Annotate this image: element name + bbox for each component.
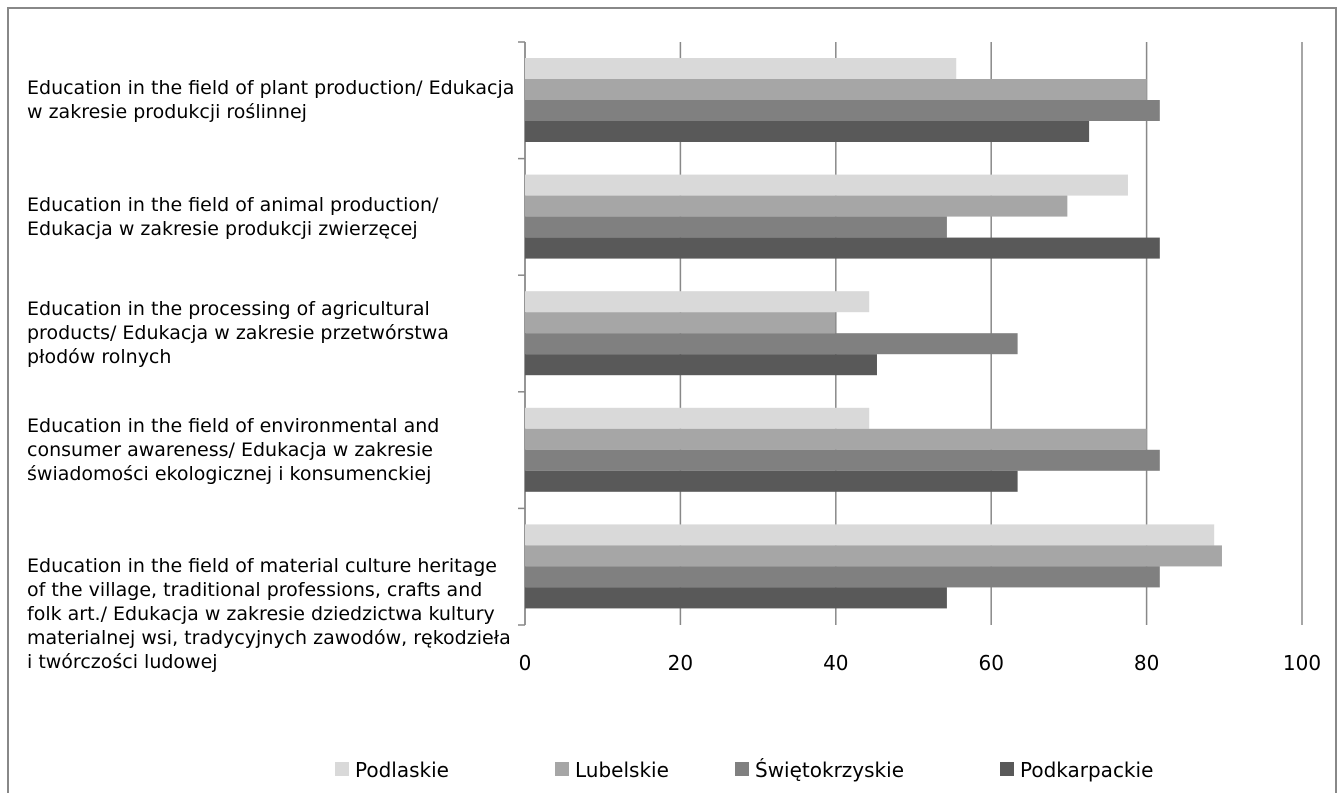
- category-label: Education in the field of animal product…: [27, 193, 439, 240]
- x-tick-label: 20: [668, 651, 693, 675]
- category-label: Education in the processing of agricultu…: [27, 298, 449, 369]
- category-label: Education in the field of environmental …: [27, 415, 440, 486]
- bar: [525, 428, 1147, 450]
- category-label: Education in the field of plant producti…: [27, 77, 515, 124]
- bar: [525, 79, 1147, 100]
- bar: [525, 333, 1018, 355]
- bar: [525, 100, 1160, 121]
- bar: [525, 312, 836, 334]
- x-tick-label: 80: [1134, 651, 1159, 675]
- frame: [7, 7, 1337, 793]
- bar: [525, 587, 947, 609]
- x-tick-label: 100: [1283, 651, 1321, 675]
- bar: [525, 237, 1160, 259]
- bar: [525, 195, 1068, 217]
- bar: [525, 545, 1222, 567]
- legend-label: Lubelskie: [575, 758, 669, 782]
- x-tick-label: 40: [823, 651, 848, 675]
- legend-swatch: [735, 762, 749, 776]
- bar: [525, 407, 870, 429]
- bar: [525, 174, 1128, 196]
- x-tick-label: 0: [519, 651, 532, 675]
- legend-swatch: [1000, 762, 1014, 776]
- bar: [525, 566, 1160, 588]
- bar: [525, 449, 1160, 471]
- bar: [525, 216, 947, 238]
- bar: [525, 470, 1018, 492]
- legend-swatch: [555, 762, 569, 776]
- category-label: Education in the field of material cultu…: [27, 555, 511, 674]
- bar: [525, 291, 870, 313]
- bar: [525, 121, 1090, 142]
- x-tick-label: 60: [978, 651, 1003, 675]
- legend-label: Podlaskie: [355, 758, 449, 782]
- legend-label: Podkarpackie: [1020, 758, 1153, 782]
- bar: [525, 354, 877, 376]
- legend-swatch: [335, 762, 349, 776]
- bar: [525, 58, 957, 79]
- legend-label: Świętokrzyskie: [755, 758, 904, 782]
- bar: [525, 524, 1215, 546]
